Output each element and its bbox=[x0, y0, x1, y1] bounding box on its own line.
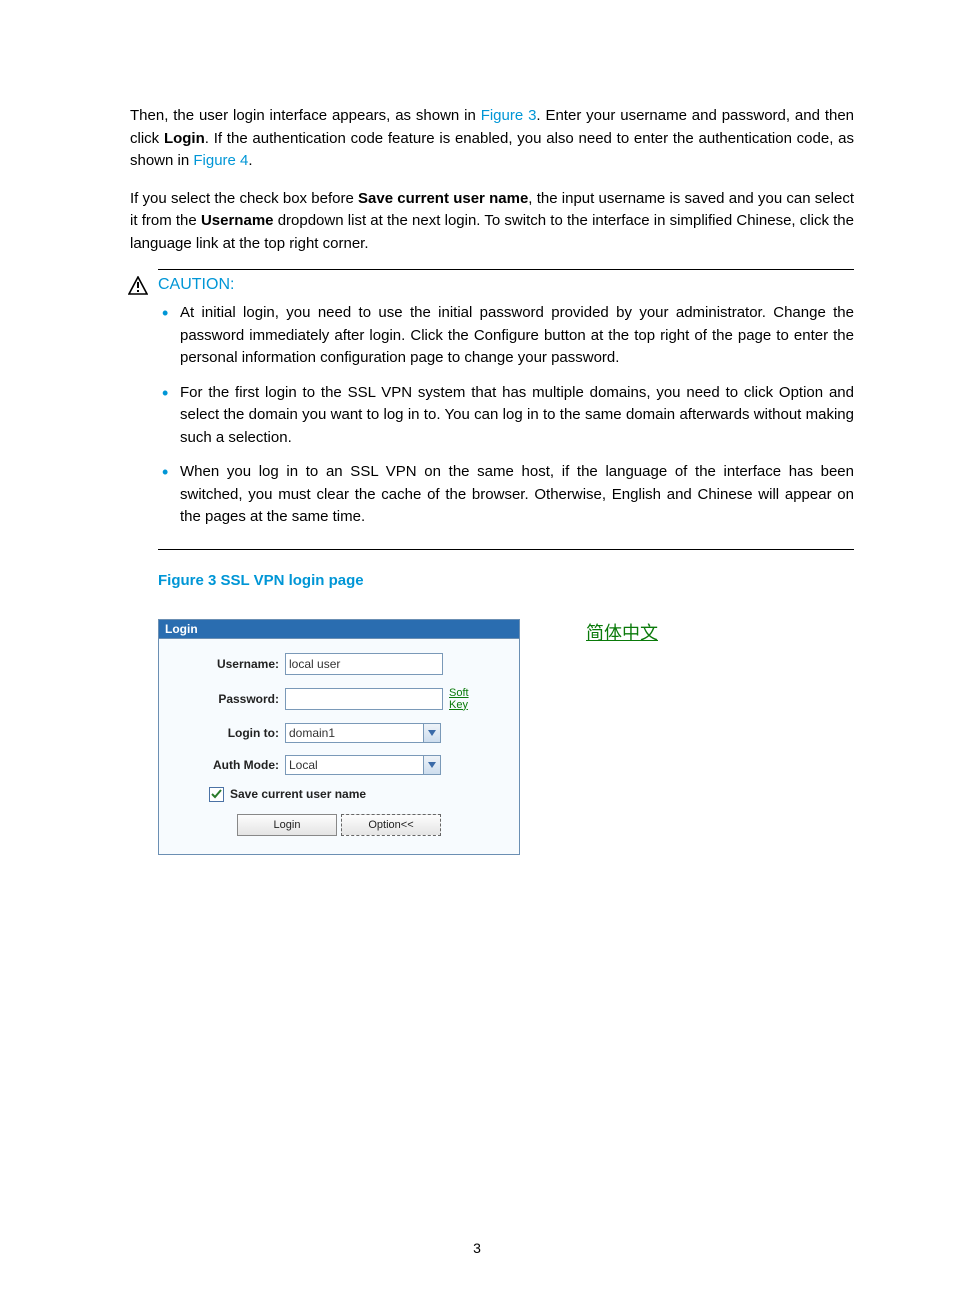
caution-title: CAUTION: bbox=[158, 276, 854, 294]
auth-mode-select[interactable]: Local bbox=[285, 755, 441, 775]
save-username-row: Save current user name bbox=[209, 787, 509, 802]
option-button[interactable]: Option<< bbox=[341, 814, 441, 836]
softkey-line2: Key bbox=[449, 699, 468, 711]
password-label: Password: bbox=[169, 692, 285, 706]
caution-box: CAUTION: At initial login, you need to u… bbox=[158, 269, 854, 550]
auth-mode-label: Auth Mode: bbox=[169, 758, 285, 772]
username-input[interactable] bbox=[285, 653, 443, 675]
password-row: Password: Soft Key bbox=[169, 687, 509, 711]
save-username-bold: Save current user name bbox=[358, 190, 528, 207]
configure-bold: Configure bbox=[474, 327, 539, 344]
login-to-row: Login to: domain1 bbox=[169, 723, 509, 743]
chevron-down-icon bbox=[423, 756, 440, 774]
figure-area: 简体中文 Login Username: Password: Soft bbox=[158, 619, 658, 855]
username-label: Username: bbox=[169, 657, 285, 671]
save-username-label: Save current user name bbox=[230, 787, 366, 801]
password-input[interactable] bbox=[285, 688, 443, 710]
warning-icon bbox=[128, 276, 148, 300]
login-button[interactable]: Login bbox=[237, 814, 337, 836]
softkey-line1: Soft bbox=[449, 687, 469, 699]
login-header: Login bbox=[159, 620, 519, 639]
figure-4-link[interactable]: Figure 4 bbox=[193, 152, 248, 169]
login-to-label: Login to: bbox=[169, 726, 285, 740]
soft-key-link[interactable]: Soft Key bbox=[449, 687, 469, 711]
text: . bbox=[248, 152, 252, 169]
save-username-checkbox[interactable] bbox=[209, 787, 224, 802]
username-row: Username: bbox=[169, 653, 509, 675]
text: If you select the check box before bbox=[130, 190, 358, 207]
option-bold: Option bbox=[779, 384, 823, 401]
login-panel: Login Username: Password: Soft Key bbox=[158, 619, 520, 855]
text: Then, the user login interface appears, … bbox=[130, 107, 481, 124]
text: For the first login to the SSL VPN syste… bbox=[180, 384, 779, 401]
login-bold: Login bbox=[164, 130, 205, 147]
auth-mode-row: Auth Mode: Local bbox=[169, 755, 509, 775]
page-number: 3 bbox=[0, 1240, 954, 1256]
language-link[interactable]: 简体中文 bbox=[586, 619, 658, 645]
caution-item: For the first login to the SSL VPN syste… bbox=[180, 382, 854, 450]
figure-3-link[interactable]: Figure 3 bbox=[481, 107, 537, 124]
username-bold: Username bbox=[201, 212, 274, 229]
paragraph-2: If you select the check box before Save … bbox=[130, 188, 854, 256]
chevron-down-icon bbox=[423, 724, 440, 742]
auth-mode-value: Local bbox=[286, 758, 423, 772]
login-to-value: domain1 bbox=[286, 726, 423, 740]
caution-item: At initial login, you need to use the in… bbox=[180, 302, 854, 370]
login-to-select[interactable]: domain1 bbox=[285, 723, 441, 743]
figure-caption: Figure 3 SSL VPN login page bbox=[158, 572, 854, 589]
caution-item: When you log in to an SSL VPN on the sam… bbox=[180, 461, 854, 529]
paragraph-1: Then, the user login interface appears, … bbox=[130, 105, 854, 173]
